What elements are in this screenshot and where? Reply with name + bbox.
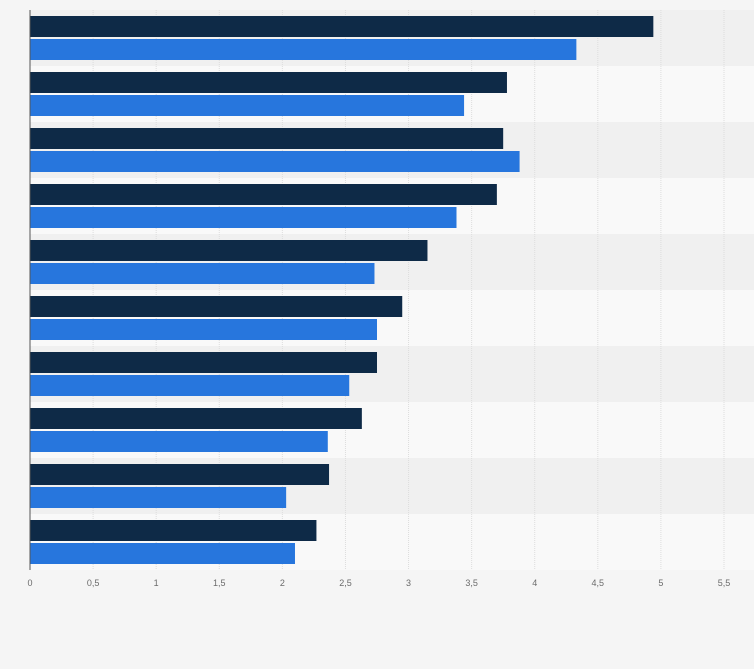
bar-series-1 (30, 296, 403, 317)
x-tick-label: 3 (406, 578, 411, 588)
x-tick-label: 3,5 (465, 578, 478, 588)
bar-series-2 (30, 39, 577, 60)
bar-series-1 (30, 72, 507, 93)
bar-series-2 (30, 487, 287, 508)
bar-series-1 (30, 408, 362, 429)
x-tick-label: 2,5 (339, 578, 352, 588)
x-tick-label: 0 (27, 578, 32, 588)
bar-series-1 (30, 240, 428, 261)
x-axis-ticks: 0 0,5 1 1,5 2 2,5 3 3,5 4 4,5 5 5,5 (27, 578, 730, 588)
bar-series-2 (30, 543, 295, 564)
bar-series-2 (30, 95, 465, 116)
bar-series-2 (30, 263, 375, 284)
bar-series-1 (30, 352, 377, 373)
bar-series-2 (30, 431, 328, 452)
x-tick-label: 4,5 (592, 578, 605, 588)
bar-series-1 (30, 16, 654, 37)
x-tick-label: 2 (280, 578, 285, 588)
bar-series-2 (30, 151, 520, 172)
x-tick-label: 1,5 (213, 578, 226, 588)
bar-series-2 (30, 207, 457, 228)
bar-series-1 (30, 184, 497, 205)
bar-series-1 (30, 464, 330, 485)
bars (30, 16, 654, 564)
x-tick-label: 5,5 (718, 578, 731, 588)
x-tick-label: 1 (154, 578, 159, 588)
bar-series-2 (30, 319, 377, 340)
x-tick-label: 0,5 (87, 578, 100, 588)
row-bands (30, 10, 754, 570)
bar-series-1 (30, 128, 504, 149)
bar-series-1 (30, 520, 317, 541)
x-tick-label: 5 (658, 578, 663, 588)
x-tick-label: 4 (532, 578, 537, 588)
bar-series-2 (30, 375, 350, 396)
